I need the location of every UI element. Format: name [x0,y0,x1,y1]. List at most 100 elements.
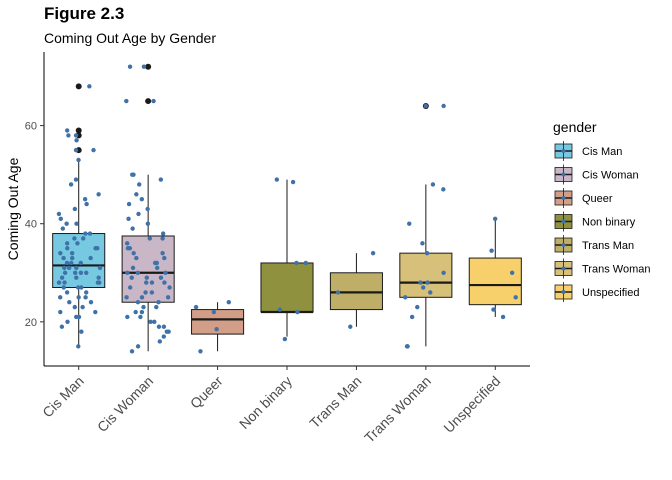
data-point [96,192,101,197]
data-point [124,98,129,104]
data-point [139,309,145,315]
data-point [84,270,89,275]
data-point [87,231,93,236]
data-point [160,250,165,256]
data-point [67,300,72,305]
data-point [409,314,415,320]
data-point [69,260,74,266]
data-point [157,339,163,344]
data-point [513,295,518,300]
data-point [75,241,80,246]
figure-subtitle: Coming Out Age by Gender [44,30,216,46]
data-point [491,307,496,312]
data-point [193,304,199,310]
data-point [147,236,152,241]
data-point [152,319,157,325]
legend-label: Cis Woman [582,170,639,182]
data-point [76,344,81,349]
outlier-point [145,98,152,105]
data-point [72,236,77,241]
data-point [70,255,75,261]
data-point [161,334,167,339]
legend-point [561,266,566,271]
data-point [125,270,130,275]
data-point [428,290,433,295]
data-point [162,255,167,261]
data-point [139,295,145,300]
data-point [145,221,151,226]
data-point [211,309,217,315]
data-point [129,349,135,354]
x-tick-label: Trans Man [306,373,364,431]
legend-title: gender [553,119,597,135]
data-point [65,319,70,325]
data-point [134,192,139,197]
box-group [260,177,314,342]
data-point [58,309,63,315]
legend-item: Non binary [554,211,636,232]
data-point [83,295,88,300]
data-point [68,182,74,187]
data-point [61,285,66,290]
legend-item: Trans Man [554,235,634,255]
data-point [295,309,300,315]
data-point [135,300,141,305]
x-tick-label: Cis Woman [94,373,156,435]
data-point [127,285,133,290]
data-point [425,280,430,285]
data-point [489,248,494,253]
data-point [161,324,167,329]
data-point [492,216,498,222]
data-point [282,336,288,342]
data-point [156,300,161,305]
data-point [198,349,203,354]
data-point [348,324,353,329]
data-point [64,241,70,246]
data-point [136,211,141,217]
data-point [56,280,62,285]
data-point [441,103,446,109]
data-point [82,196,88,202]
data-point [126,216,131,222]
data-point [133,309,138,315]
data-point [81,236,86,241]
data-point [294,260,299,266]
data-point [149,280,155,285]
data-point [64,128,70,133]
data-point [131,172,136,177]
data-point [66,133,71,138]
data-point [424,250,430,256]
data-point [155,265,160,271]
box-body [260,262,314,313]
data-point [62,270,68,275]
data-point [57,295,63,300]
data-point [162,280,167,285]
outlier-point [75,127,82,134]
legend-label: Trans Woman [582,264,650,276]
data-point [290,179,296,185]
legend-item: Trans Woman [554,258,650,279]
data-point [58,250,63,256]
data-point [64,260,70,266]
data-point [138,314,143,320]
data-point [87,84,92,89]
x-tick-label: Unspecified [440,373,503,436]
data-point [145,206,150,212]
data-point [130,265,136,271]
data-point [75,285,81,290]
data-point [74,265,79,271]
data-point [76,295,81,300]
data-point [125,314,130,320]
data-point [80,304,85,310]
data-point [137,182,142,187]
data-point [370,250,376,256]
data-point [127,64,133,69]
data-point [91,147,96,153]
data-point [84,201,89,207]
data-point [76,314,82,320]
box-group [329,250,383,329]
data-point [144,280,149,285]
data-point [76,157,81,163]
data-point [164,329,170,334]
